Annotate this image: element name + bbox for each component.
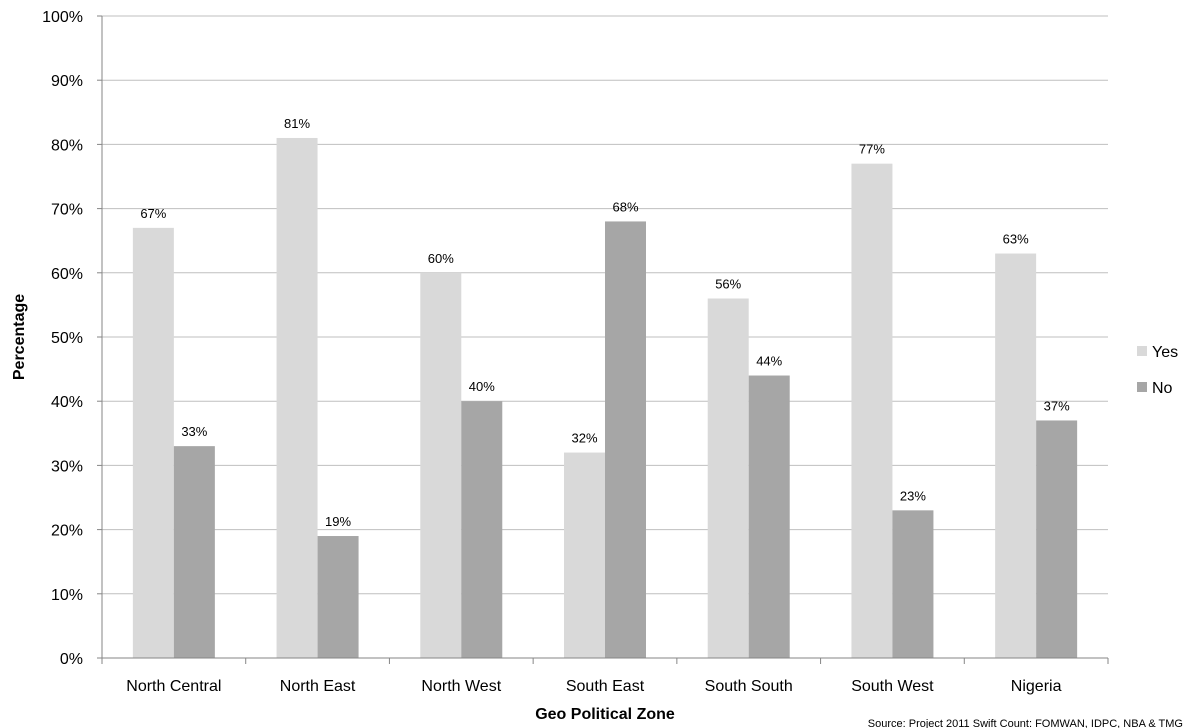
bar-no [892, 510, 934, 658]
bar-no [461, 401, 503, 658]
y-tick-label: 70% [51, 202, 83, 219]
y-tick-label: 100% [42, 9, 83, 26]
bar-yes [276, 137, 318, 659]
bar-no [605, 221, 646, 658]
bar-no [173, 446, 215, 658]
x-tick-label: North West [421, 678, 501, 695]
bar-yes [132, 227, 174, 659]
y-tick-label: 40% [51, 394, 83, 411]
y-tick-label: 60% [51, 266, 83, 283]
y-tick-label: 30% [51, 458, 83, 475]
data-label: 81% [284, 116, 310, 131]
data-label: 56% [715, 276, 741, 291]
data-label: 40% [469, 379, 495, 394]
y-tick-label: 0% [60, 651, 83, 668]
data-label: 60% [428, 251, 454, 266]
legend-label-no: No [1152, 380, 1173, 397]
x-tick-label: North East [280, 678, 356, 695]
data-label: 23% [900, 488, 926, 503]
legend-swatch-no [1137, 382, 1147, 392]
x-tick-label: Nigeria [1011, 678, 1062, 695]
x-tick-label: South East [566, 678, 645, 695]
data-label: 33% [181, 424, 207, 439]
legend-swatch-yes [1137, 346, 1147, 356]
data-label: 32% [571, 431, 597, 446]
y-axis-title: Percentage [11, 294, 28, 380]
bar-no [1036, 420, 1078, 658]
y-tick-label: 50% [51, 330, 83, 347]
data-label: 68% [612, 199, 638, 214]
y-tick-label: 80% [51, 137, 83, 154]
bar-no [317, 536, 359, 658]
data-labels: 67% 33% 81% 19% 60% 40% 32% 68% 56% 44% 77% 23% 63% 3… [140, 116, 1070, 529]
bar-yes [564, 452, 605, 658]
bar-yes [995, 253, 1037, 659]
x-tick-label: North Central [126, 678, 221, 695]
legend: Yes No [1137, 344, 1178, 397]
y-tick-label: 20% [51, 523, 83, 540]
bar-yes [420, 272, 462, 658]
data-label: 37% [1044, 398, 1070, 413]
x-tick-label: South West [851, 678, 934, 695]
bar-yes [707, 298, 749, 658]
legend-label-yes: Yes [1152, 344, 1178, 361]
x-tick-label: South South [705, 678, 793, 695]
data-label: 44% [756, 354, 782, 369]
data-label: 67% [140, 206, 166, 221]
bars [132, 137, 1078, 659]
y-tick-labels: 0% 10% 20% 30% 40% 50% 60% 70% 80% 90% 100% [42, 9, 83, 668]
data-label: 63% [1003, 232, 1029, 247]
data-label: 19% [325, 514, 351, 529]
bar-no [748, 375, 790, 658]
source-note: Source: Project 2011 Swift Count: FOMWAN… [868, 718, 1183, 728]
data-label: 77% [859, 142, 885, 157]
y-tick-label: 10% [51, 587, 83, 604]
x-axis-title: Geo Political Zone [535, 706, 675, 723]
x-axis: North Central North East North West South E… [97, 657, 1109, 695]
y-tick-label: 90% [51, 73, 83, 90]
bar-yes [851, 163, 893, 658]
